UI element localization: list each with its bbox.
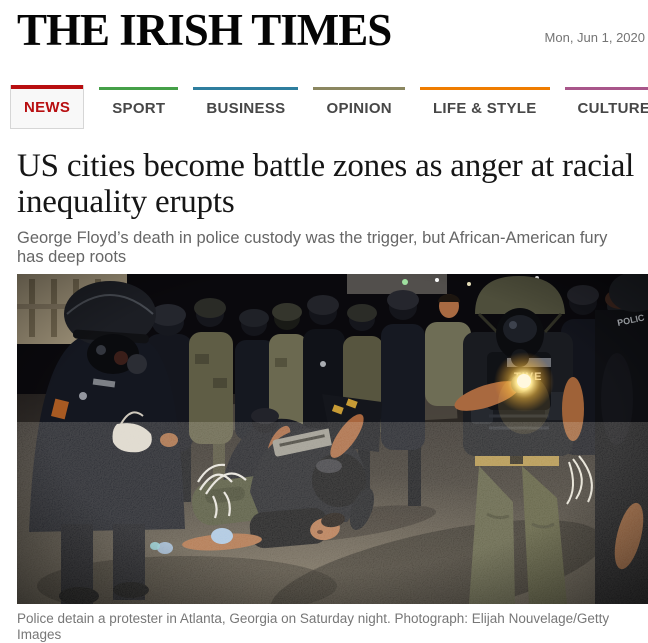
- photo-vignette: [17, 274, 648, 604]
- photo-caption: Police detain a protester in Atlanta, Ge…: [17, 611, 610, 642]
- tab-news-bar: [11, 85, 84, 89]
- tab-news-label: NEWS: [24, 99, 71, 116]
- tab-opinion-label: OPINION: [326, 100, 392, 117]
- tab-culture[interactable]: CULTURE: [564, 85, 648, 129]
- tab-news[interactable]: NEWS: [10, 85, 85, 129]
- tab-business-label: BUSINESS: [206, 100, 286, 117]
- tab-life-style-bar: [419, 87, 550, 90]
- article-photo: TIVE: [17, 274, 648, 604]
- masthead: THE IRISH TIMES Mon, Jun 1, 2020: [0, 0, 648, 66]
- article-headline: US cities become battle zones as anger a…: [17, 148, 635, 220]
- tab-culture-label: CULTURE: [577, 100, 648, 117]
- newspaper-logo[interactable]: THE IRISH TIMES: [17, 5, 392, 55]
- article: US cities become battle zones as anger a…: [0, 148, 648, 643]
- tab-sport[interactable]: SPORT: [99, 85, 179, 129]
- tab-culture-bar: [564, 87, 648, 90]
- tab-business-bar: [193, 87, 299, 90]
- date-text: Mon, Jun 1, 2020: [544, 30, 645, 45]
- tab-life-style-label: LIFE & STYLE: [432, 100, 537, 117]
- tab-sport-label: SPORT: [112, 100, 166, 117]
- tab-business[interactable]: BUSINESS: [193, 85, 299, 129]
- tab-opinion-bar: [313, 87, 405, 90]
- tab-life-style[interactable]: LIFE & STYLE: [419, 85, 550, 129]
- article-standfirst: George Floyd’s death in police custody w…: [17, 229, 608, 266]
- tab-opinion[interactable]: OPINION: [313, 85, 405, 129]
- section-nav: NEWS SPORT BUSINESS OPINION LIFE & STYLE…: [10, 85, 648, 131]
- tab-sport-bar: [99, 87, 179, 90]
